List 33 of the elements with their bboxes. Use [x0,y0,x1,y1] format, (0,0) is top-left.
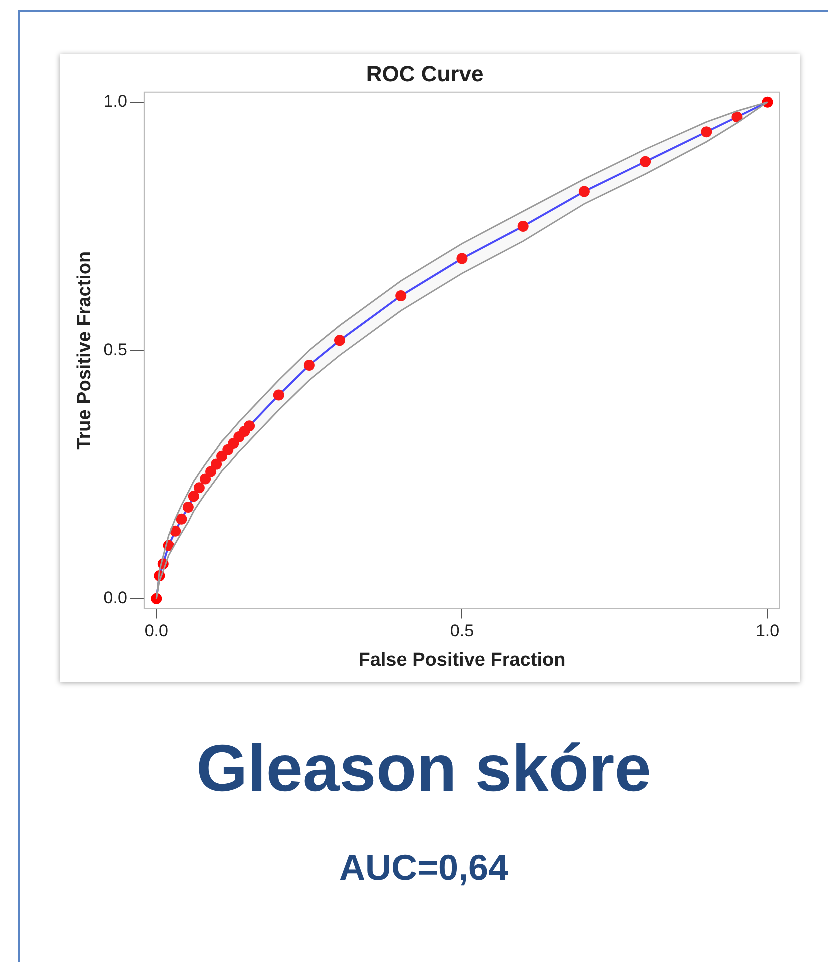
point [216,450,228,462]
point [222,444,234,456]
x-tick-label: 1.0 [756,622,780,641]
chart-title: ROC Curve [366,61,484,86]
y-tick-label: 0.0 [104,588,128,608]
point [456,253,468,264]
point [206,466,217,478]
point [518,220,529,232]
x-axis-title: False Positive Fraction [358,650,566,671]
point [578,186,590,198]
text: AUC=0,64 [338,847,510,889]
point [200,474,212,485]
x-tick-label: 0.0 [144,622,168,641]
y-tick-label: 1.0 [104,92,128,112]
point [194,482,205,494]
point [176,514,188,525]
point [228,438,240,449]
point [273,390,284,401]
point [211,458,222,470]
point [334,335,346,346]
y-tick-label: 0.5 [104,340,128,360]
point [640,156,652,168]
point [244,420,256,432]
point [182,502,194,514]
point [188,491,200,502]
x-tick-label: 0.5 [450,622,474,641]
point [170,526,182,537]
text: Gleason skóre [196,730,652,806]
point [701,126,712,138]
point [732,112,743,123]
y-axis-title: True Positive Fraction [74,251,96,450]
point [304,360,315,371]
point [396,290,407,302]
